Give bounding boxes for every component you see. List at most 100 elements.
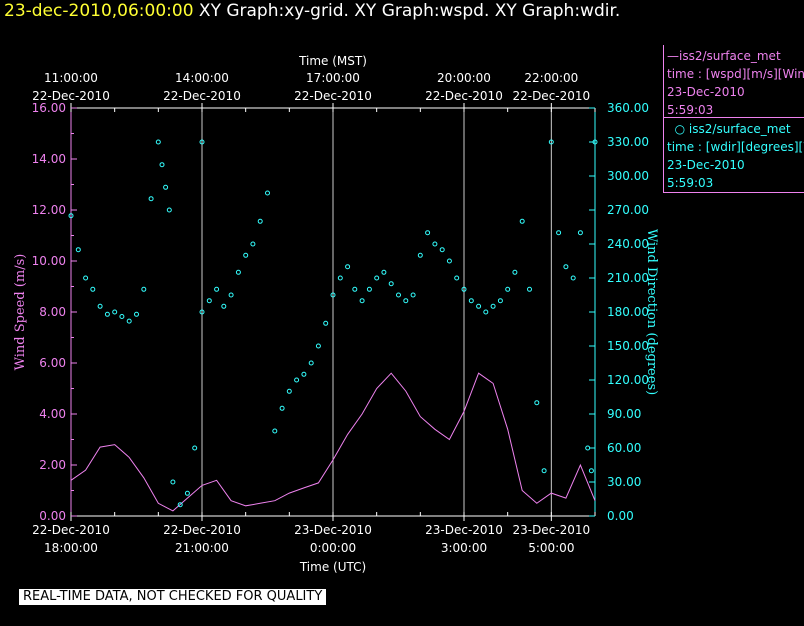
series-point-wdir: [221, 303, 227, 309]
series-point-wdir: [104, 311, 110, 317]
series-point-wdir: [75, 247, 81, 253]
right-tick-label: 90.00: [607, 407, 641, 421]
title-graphs: XY Graph:xy-grid. XY Graph:wspd. XY Grap…: [198, 1, 621, 21]
top-tick-time: 14:00:00: [175, 71, 229, 85]
series-point-wdir: [497, 298, 503, 304]
series-point-wdir: [235, 269, 241, 275]
series-point-wdir: [381, 269, 387, 275]
series-point-wdir: [548, 139, 554, 145]
left-tick-label: 4.00: [39, 407, 66, 421]
top-tick-time: 22:00:00: [524, 71, 578, 85]
series-line-wspd: [70, 372, 596, 512]
window-title: 23-dec-2010,06:00:00 XY Graph:xy-grid. X…: [4, 1, 620, 21]
series-point-wdir: [439, 247, 445, 253]
left-tick-label: 14.00: [32, 152, 66, 166]
series-point-wdir: [592, 139, 598, 145]
series-point-wdir: [403, 298, 409, 304]
series-point-wdir: [388, 281, 394, 287]
series-point-wdir: [374, 275, 380, 281]
series-point-wdir: [228, 292, 234, 298]
left-tick-label: 16.00: [32, 101, 66, 115]
series-point-wdir: [505, 286, 511, 292]
top-axis-label: Time (MST): [298, 54, 367, 68]
series-point-wdir: [243, 252, 249, 258]
series-point-wdir: [134, 311, 139, 317]
series-point-wdir: [585, 445, 591, 451]
series-point-wdir: [315, 343, 321, 349]
series-point-wdir: [323, 320, 329, 326]
bottom-tick-date: 23-Dec-2010: [512, 523, 590, 537]
series-point-wdir: [279, 405, 285, 411]
right-tick-label: 270.00: [607, 203, 649, 217]
series-point-wdir: [148, 196, 154, 202]
right-tick-label: 120.00: [607, 373, 649, 387]
legend-wspd-date: 23-Dec-2010: [667, 85, 745, 99]
bottom-tick-date: 22-Dec-2010: [163, 523, 241, 537]
series-point-wdir: [577, 230, 583, 236]
left-tick-label: 0.00: [39, 509, 66, 523]
left-tick-label: 12.00: [32, 203, 66, 217]
series-point-wdir: [308, 360, 314, 366]
legend-wspd: —iss2/surface_met time : [wspd][m/s][Win…: [667, 47, 804, 119]
right-tick-label: 30.00: [607, 475, 641, 489]
bottom-tick-time: 21:00:00: [175, 541, 229, 555]
left-axis-label: Wind Speed (m/s): [13, 254, 28, 371]
bottom-tick-date: 23-Dec-2010: [425, 523, 503, 537]
right-tick-label: 150.00: [607, 339, 649, 353]
series-point-wdir: [83, 275, 89, 281]
series-point-wdir: [170, 479, 176, 485]
legend-wspd-time: 5:59:03: [667, 103, 714, 117]
series-point-wdir: [155, 139, 161, 145]
series-point-wdir: [519, 218, 525, 224]
series-point-wdir: [199, 139, 205, 145]
series-point-wdir: [570, 275, 576, 281]
qc-banner: REAL-TIME DATA, NOT CHECKED FOR QUALITY: [19, 589, 327, 605]
right-tick-label: 360.00: [607, 101, 649, 115]
series-point-wdir: [199, 309, 205, 315]
series-point-wdir: [454, 275, 460, 281]
bottom-tick-time: 3:00:00: [441, 541, 487, 555]
series-point-wdir: [527, 286, 532, 292]
left-tick-label: 2.00: [39, 458, 66, 472]
series-point-wdir: [184, 490, 190, 496]
series-point-wdir: [272, 428, 278, 434]
series-point-wdir: [163, 184, 169, 190]
series-point-wdir: [352, 286, 358, 292]
right-tick-label: 240.00: [607, 237, 649, 251]
series-point-wdir: [286, 388, 292, 394]
bottom-tick-time: 18:00:00: [44, 541, 98, 555]
series-point-wdir: [588, 468, 594, 474]
series-point-wdir: [337, 275, 343, 281]
series-point-wdir: [257, 218, 263, 224]
legend-box-wdir: [663, 118, 804, 193]
legend-wdir-date: 23-Dec-2010: [667, 158, 745, 172]
series-point-wdir: [556, 230, 562, 236]
series-point-wdir: [563, 264, 569, 270]
series-point-wdir: [534, 400, 540, 406]
legend-wdir-name: ○ iss2/surface_met: [667, 122, 791, 136]
legend-wdir-time: 5:59:03: [667, 176, 714, 190]
right-tick-label: 0.00: [607, 509, 634, 523]
series-point-wdir: [410, 292, 416, 298]
series-point-wdir: [294, 377, 300, 383]
series-point-wdir: [206, 298, 212, 304]
bottom-tick-date: 23-Dec-2010: [294, 523, 372, 537]
series-point-wdir: [490, 303, 496, 309]
series-point-wdir: [214, 286, 220, 292]
top-tick-time: 11:00:00: [44, 71, 98, 85]
right-axis-label: Wind Direction (degrees): [644, 229, 659, 395]
top-tick-date: 22-Dec-2010: [512, 89, 590, 103]
title-timestamp: 23-dec-2010,06:00:00: [4, 1, 194, 21]
series-point-wdir: [141, 286, 147, 292]
right-tick-label: 300.00: [607, 169, 649, 183]
bottom-tick-time: 0:00:00: [310, 541, 356, 555]
legend-wspd-name: —iss2/surface_met: [667, 49, 781, 63]
bottom-tick-time: 5:00:00: [528, 541, 574, 555]
series-point-wdir: [265, 190, 270, 196]
left-tick-label: 10.00: [32, 254, 66, 268]
legend-wdir: ○ iss2/surface_met time : [wdir][degrees…: [667, 120, 804, 192]
top-tick-time: 17:00:00: [306, 71, 360, 85]
series-point-wdir: [432, 241, 438, 247]
bottom-tick-date: 22-Dec-2010: [32, 523, 110, 537]
